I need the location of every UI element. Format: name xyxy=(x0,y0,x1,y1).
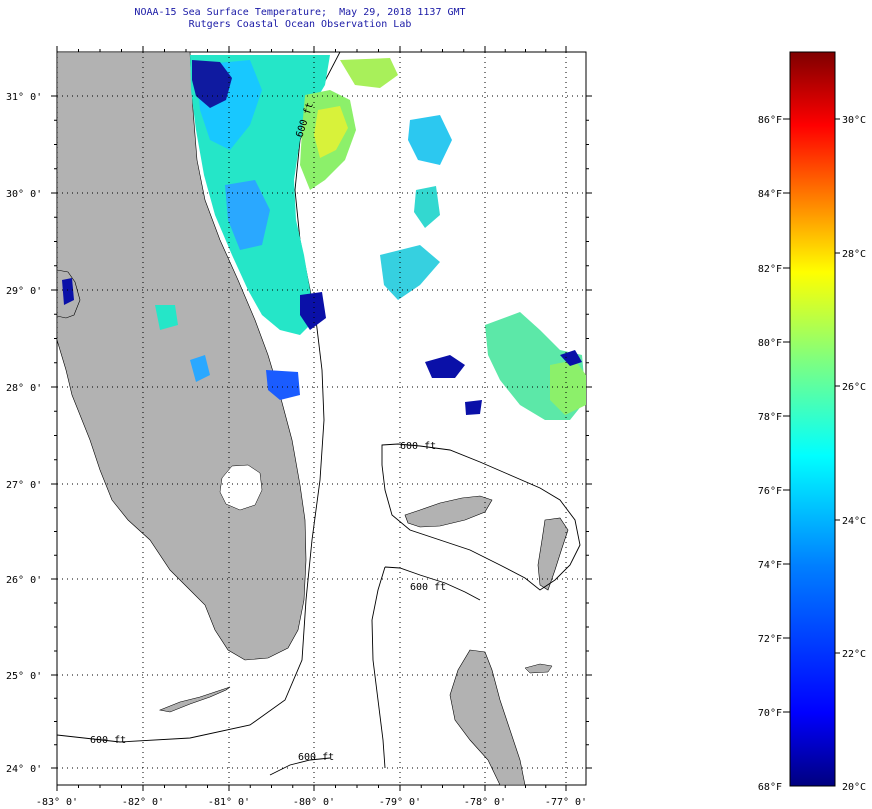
lat-label: 24° 0' xyxy=(6,764,42,775)
lon-label: -78° 0' xyxy=(464,797,506,808)
grand-bahama-land xyxy=(404,495,493,528)
fahrenheit-label: 78°F xyxy=(758,412,782,423)
sst-observations xyxy=(62,55,586,420)
colorbar xyxy=(789,51,836,787)
celsius-label: 22°C xyxy=(842,649,866,660)
latitude-labels: 31° 0' 30° 0' 29° 0' 28° 0' 27° 0' 26° 0… xyxy=(6,92,42,775)
lake-okeechobee xyxy=(219,464,263,511)
lon-label: -82° 0' xyxy=(122,797,164,808)
lat-label: 25° 0' xyxy=(6,671,42,682)
lon-label: -83° 0' xyxy=(36,797,78,808)
contour-label: 600 ft xyxy=(90,735,126,746)
lon-label: -81° 0' xyxy=(208,797,250,808)
map-content xyxy=(57,52,586,785)
florida-keys xyxy=(158,686,231,713)
lat-label: 30° 0' xyxy=(6,189,42,200)
lat-label: 27° 0' xyxy=(6,480,42,491)
contour-label: 600 ft xyxy=(298,752,334,763)
colorbar-celsius-labels: 30°C 28°C 26°C 24°C 22°C 20°C xyxy=(842,115,866,793)
contour-600ft-south xyxy=(269,757,331,776)
celsius-label: 20°C xyxy=(842,782,866,793)
contour-label: 600 ft xyxy=(410,582,446,593)
contour-600ft-bahama-bank xyxy=(381,443,581,591)
fahrenheit-label: 76°F xyxy=(758,486,782,497)
fahrenheit-label: 82°F xyxy=(758,264,782,275)
contour-label: 600 ft xyxy=(400,441,436,452)
fahrenheit-label: 72°F xyxy=(758,634,782,645)
celsius-label: 24°C xyxy=(842,516,866,527)
chart-subtitle: Rutgers Coastal Ocean Observation Lab xyxy=(188,19,412,30)
celsius-label: 28°C xyxy=(842,249,866,260)
lon-label: -80° 0' xyxy=(293,797,335,808)
contour-600ft-east-florida xyxy=(57,52,341,743)
celsius-label: 30°C xyxy=(842,115,866,126)
colorbar-fahrenheit-labels: 86°F 84°F 82°F 80°F 78°F 76°F 74°F 72°F … xyxy=(758,115,782,793)
map-ticks xyxy=(51,46,592,791)
chart-title: NOAA-15 Sea Surface Temperature; May 29,… xyxy=(134,7,466,18)
map-grid xyxy=(56,52,586,785)
lon-label: -79° 0' xyxy=(379,797,421,808)
lat-label: 31° 0' xyxy=(6,92,42,103)
longitude-labels: -83° 0' -82° 0' -81° 0' -80° 0' -79° 0' … xyxy=(36,797,587,808)
berry-islands xyxy=(524,663,553,674)
lat-label: 29° 0' xyxy=(6,286,42,297)
celsius-label: 26°C xyxy=(842,382,866,393)
fahrenheit-label: 80°F xyxy=(758,338,782,349)
andros-land xyxy=(449,649,526,785)
fahrenheit-label: 68°F xyxy=(758,782,782,793)
colorbar-ticks xyxy=(783,118,840,713)
fahrenheit-label: 86°F xyxy=(758,115,782,126)
lat-label: 26° 0' xyxy=(6,575,42,586)
lon-label: -77° 0' xyxy=(545,797,587,808)
fahrenheit-label: 70°F xyxy=(758,708,782,719)
fahrenheit-label: 74°F xyxy=(758,560,782,571)
abaco-land xyxy=(537,517,569,591)
lat-label: 28° 0' xyxy=(6,383,42,394)
fahrenheit-label: 84°F xyxy=(758,189,782,200)
